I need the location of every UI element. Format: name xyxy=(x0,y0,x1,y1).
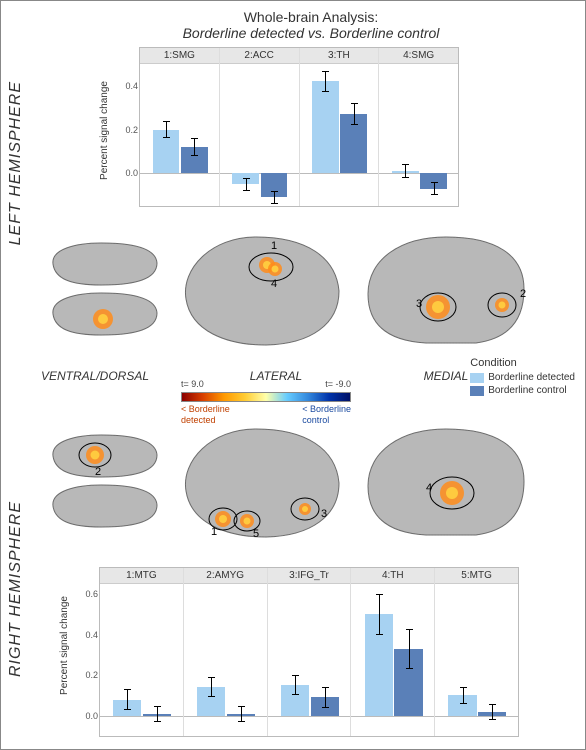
panel-title: 4:SMG xyxy=(379,48,458,64)
errorbar xyxy=(246,178,247,191)
figure-title: Whole-brain Analysis: Borderline detecte… xyxy=(141,9,481,41)
top-chart-ylabel: Percent signal change xyxy=(99,81,110,180)
chart-panel: 1:SMG0.00.20.4 xyxy=(140,48,220,206)
right-hemisphere-label: RIGHT HEMISPHERE xyxy=(7,501,25,677)
ventral-dorsal-views: 2 xyxy=(41,431,171,531)
errorbar xyxy=(194,138,195,155)
ytick: 0.6 xyxy=(74,589,98,599)
chart-panel: 4:TH xyxy=(351,568,435,736)
ytick: 0.2 xyxy=(114,125,138,135)
bottom-chart: 1:MTG0.00.20.40.62:AMYG3:IFG_Tr4:TH5:MTG xyxy=(99,567,519,737)
medial-view: 32 xyxy=(356,229,541,349)
svg-text:4: 4 xyxy=(271,278,277,290)
top-chart: 1:SMG0.00.20.42:ACC3:TH4:SMG xyxy=(139,47,459,207)
svg-text:1: 1 xyxy=(271,240,277,252)
svg-text:2: 2 xyxy=(95,466,101,478)
panel-title: 1:SMG xyxy=(140,48,219,64)
panel-title: 1:MTG xyxy=(100,568,183,584)
colorbar: t= 9.0 t= -9.0 < Borderline detected < B… xyxy=(181,379,351,425)
t-neg: t= -9.0 xyxy=(325,379,351,390)
ventral-dorsal-views xyxy=(41,239,171,339)
legend-item: Borderline detected xyxy=(470,372,575,383)
chart-panel: 1:MTG0.00.20.40.6 xyxy=(100,568,184,736)
left-brain-row: 1432 xyxy=(41,229,561,349)
ytick: 0.4 xyxy=(74,630,98,640)
errorbar xyxy=(274,191,275,204)
chart-panel: 2:ACC xyxy=(220,48,300,206)
ytick: 0.0 xyxy=(74,711,98,721)
panel-title: 3:IFG_Tr xyxy=(268,568,351,584)
legend-title: Condition xyxy=(470,357,575,369)
errorbar xyxy=(409,629,410,670)
lateral-view: 1 5 3 xyxy=(171,421,356,541)
bottom-chart-ylabel: Percent signal change xyxy=(59,596,70,695)
left-hemisphere-label: LEFT HEMISPHERE xyxy=(7,81,25,245)
chart-panel: 3:IFG_Tr xyxy=(268,568,352,736)
chart-panel: 2:AMYG xyxy=(184,568,268,736)
svg-text:5: 5 xyxy=(253,528,259,540)
medial-view: 4 xyxy=(356,421,541,541)
chart-panel: 3:TH xyxy=(300,48,380,206)
svg-text:3: 3 xyxy=(416,298,422,310)
t-pos: t= 9.0 xyxy=(181,379,204,390)
errorbar xyxy=(354,103,355,125)
panel-title: 2:AMYG xyxy=(184,568,267,584)
errorbar xyxy=(211,677,212,697)
svg-text:1: 1 xyxy=(211,526,217,538)
errorbar xyxy=(295,675,296,695)
svg-text:4: 4 xyxy=(426,482,432,494)
svg-text:3: 3 xyxy=(321,508,327,520)
right-brain-row: 2 1 5 3 4 xyxy=(41,421,561,541)
ytick: 0.0 xyxy=(114,168,138,178)
svg-text:2: 2 xyxy=(520,288,526,300)
panel-title: 3:TH xyxy=(300,48,379,64)
legend-item-label: Borderline detected xyxy=(488,372,575,383)
errorbar xyxy=(325,71,326,93)
legend-item: Borderline control xyxy=(470,385,575,396)
errorbar xyxy=(379,594,380,635)
panel-title: 5:MTG xyxy=(435,568,518,584)
ytick: 0.4 xyxy=(114,81,138,91)
chart-panel: 4:SMG xyxy=(379,48,458,206)
errorbar xyxy=(463,687,464,703)
bar-detected xyxy=(312,81,339,173)
ytick: 0.2 xyxy=(74,670,98,680)
title-sub: Borderline detected vs. Borderline contr… xyxy=(141,25,481,41)
errorbar xyxy=(166,121,167,138)
errorbar xyxy=(492,704,493,720)
errorbar xyxy=(325,687,326,707)
errorbar xyxy=(157,706,158,722)
panel-title: 2:ACC xyxy=(220,48,299,64)
errorbar xyxy=(127,689,128,709)
legend-item-label: Borderline control xyxy=(488,385,566,396)
legend: Condition Borderline detected Borderline … xyxy=(470,357,575,398)
errorbar xyxy=(434,182,435,195)
view-ventral: VENTRAL/DORSAL xyxy=(41,369,181,383)
lateral-view: 14 xyxy=(171,229,356,349)
chart-panel: 5:MTG xyxy=(435,568,518,736)
title-main: Whole-brain Analysis: xyxy=(141,9,481,25)
errorbar xyxy=(241,706,242,722)
errorbar xyxy=(405,164,406,177)
panel-title: 4:TH xyxy=(351,568,434,584)
